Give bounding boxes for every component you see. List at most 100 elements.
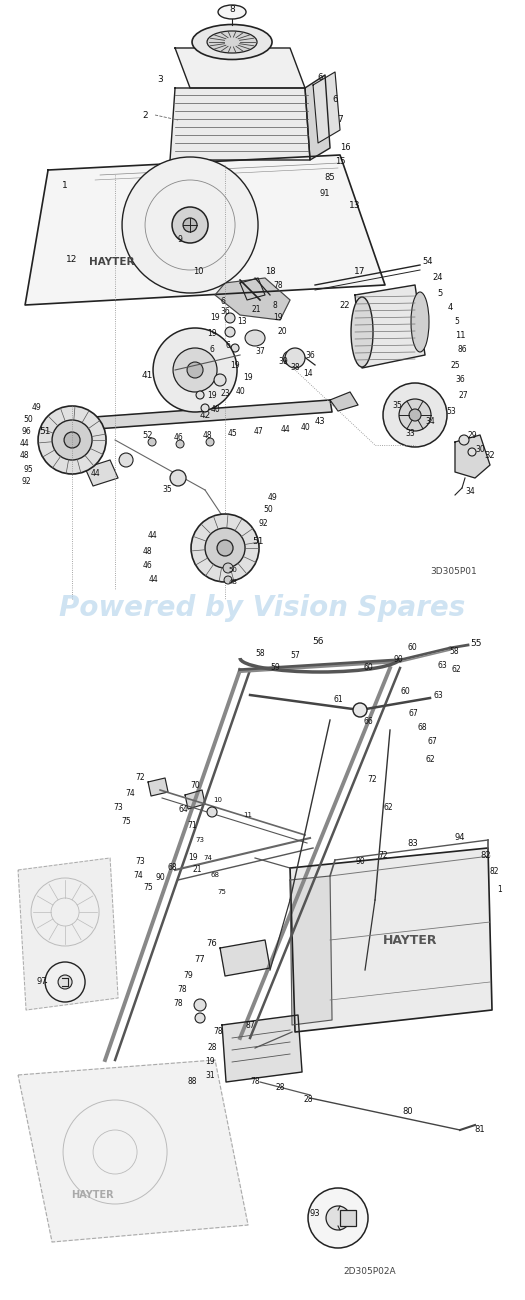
Circle shape	[399, 399, 431, 432]
Text: 68: 68	[167, 863, 177, 872]
Text: 44: 44	[147, 532, 157, 541]
Text: 91: 91	[320, 190, 330, 199]
Text: 71: 71	[187, 822, 197, 831]
Circle shape	[187, 361, 203, 378]
Text: 92: 92	[21, 477, 31, 486]
Text: 75: 75	[143, 884, 153, 893]
Text: 54: 54	[423, 257, 433, 266]
Text: 62: 62	[451, 666, 461, 675]
Text: 73: 73	[195, 837, 205, 842]
Text: 21: 21	[251, 306, 261, 315]
Text: 77: 77	[195, 956, 205, 965]
Text: 6: 6	[226, 342, 230, 351]
Text: 94: 94	[455, 833, 465, 842]
Circle shape	[153, 328, 237, 412]
Text: 68: 68	[211, 872, 219, 878]
Text: 86: 86	[457, 346, 467, 355]
Text: 75: 75	[217, 889, 226, 894]
Text: 50: 50	[23, 416, 33, 425]
Text: 85: 85	[325, 173, 335, 182]
Text: 60: 60	[407, 644, 417, 653]
Circle shape	[224, 576, 232, 584]
Text: 1: 1	[62, 181, 68, 190]
Text: 31: 31	[205, 1071, 215, 1080]
Text: 14: 14	[303, 368, 313, 377]
Text: 13: 13	[237, 317, 247, 326]
Text: 16: 16	[340, 143, 350, 152]
Text: 19: 19	[205, 1057, 215, 1066]
Circle shape	[205, 528, 245, 568]
Text: 70: 70	[190, 780, 200, 789]
Text: 75: 75	[121, 818, 131, 827]
Text: 63: 63	[437, 662, 447, 671]
Text: 72: 72	[378, 850, 388, 859]
Polygon shape	[220, 940, 270, 976]
Circle shape	[201, 404, 209, 412]
Text: 81: 81	[475, 1126, 485, 1135]
Text: 62: 62	[383, 803, 393, 812]
Circle shape	[183, 218, 197, 231]
Text: 33: 33	[405, 429, 415, 438]
Text: 19: 19	[188, 854, 198, 862]
Circle shape	[223, 563, 233, 573]
Text: 83: 83	[407, 838, 418, 848]
Circle shape	[173, 348, 217, 393]
Circle shape	[172, 207, 208, 243]
Polygon shape	[290, 848, 492, 1032]
Text: 78: 78	[213, 1027, 223, 1036]
Text: 90: 90	[393, 655, 403, 664]
Text: 28: 28	[207, 1044, 217, 1053]
Ellipse shape	[411, 292, 429, 352]
Text: 60: 60	[363, 663, 373, 672]
Text: 1: 1	[498, 885, 502, 894]
Text: 73: 73	[135, 858, 145, 867]
Text: 46: 46	[142, 562, 152, 571]
Polygon shape	[175, 48, 305, 88]
Circle shape	[191, 514, 259, 582]
Circle shape	[52, 420, 92, 460]
Text: 25: 25	[450, 360, 460, 369]
Text: 59: 59	[270, 663, 280, 672]
Text: 15: 15	[335, 157, 345, 166]
Text: 44: 44	[148, 576, 158, 585]
Text: HAYTER: HAYTER	[71, 1190, 113, 1200]
Text: 39: 39	[278, 358, 288, 367]
Text: 34: 34	[425, 417, 435, 426]
Circle shape	[217, 540, 233, 556]
Text: 28: 28	[303, 1096, 313, 1105]
Circle shape	[207, 807, 217, 816]
Text: 3D305P01: 3D305P01	[430, 568, 477, 576]
Ellipse shape	[351, 296, 373, 367]
Text: 68: 68	[417, 724, 427, 732]
Circle shape	[225, 313, 235, 322]
Text: 96: 96	[21, 428, 31, 437]
Text: 49: 49	[31, 403, 41, 412]
Text: 12: 12	[66, 256, 78, 264]
Text: 48: 48	[202, 432, 212, 441]
Text: 10: 10	[193, 268, 203, 277]
Text: 82: 82	[481, 850, 491, 859]
Ellipse shape	[245, 330, 265, 346]
Text: 8: 8	[272, 300, 277, 309]
Text: 37: 37	[255, 347, 265, 356]
Polygon shape	[215, 278, 290, 320]
Polygon shape	[455, 436, 490, 478]
Text: 63: 63	[433, 690, 443, 699]
Text: 48: 48	[19, 451, 29, 460]
Circle shape	[176, 439, 184, 448]
Polygon shape	[355, 285, 425, 368]
Text: 49: 49	[267, 493, 277, 502]
Circle shape	[45, 962, 85, 1002]
Text: 62: 62	[425, 755, 435, 764]
Polygon shape	[313, 72, 340, 143]
Circle shape	[119, 452, 133, 467]
Text: 79: 79	[183, 971, 193, 979]
Text: 46: 46	[173, 433, 183, 442]
Text: 27: 27	[458, 390, 468, 399]
Text: 40: 40	[235, 387, 245, 396]
Circle shape	[308, 1188, 368, 1248]
Text: 30: 30	[475, 446, 485, 455]
Text: 19: 19	[207, 329, 217, 338]
Circle shape	[459, 436, 469, 445]
Text: 19: 19	[230, 360, 240, 369]
